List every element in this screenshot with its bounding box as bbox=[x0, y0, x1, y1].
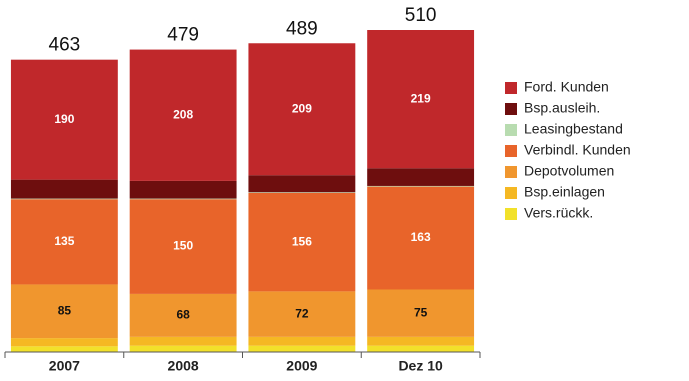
bar-segment bbox=[367, 289, 475, 337]
segment-label: 156 bbox=[292, 234, 312, 248]
bar-segment bbox=[367, 185, 475, 187]
legend-label: Bsp.ausleih. bbox=[524, 100, 600, 116]
legend-swatch bbox=[505, 187, 517, 199]
x-tick-label: 2007 bbox=[49, 358, 80, 374]
bar-segment bbox=[10, 338, 118, 347]
bar-segment bbox=[248, 192, 356, 292]
bar-segment bbox=[367, 186, 475, 290]
segment-label: 68 bbox=[176, 308, 190, 322]
x-tick-label: 2009 bbox=[286, 358, 317, 374]
total-label: 463 bbox=[49, 35, 81, 56]
segment-label: 75 bbox=[414, 305, 428, 319]
legend-label: Depotvolumen bbox=[524, 163, 614, 179]
bar-segment bbox=[248, 192, 356, 193]
legend-label: Vers.rückk. bbox=[524, 205, 593, 221]
bar-segment bbox=[248, 43, 356, 176]
bar-segment bbox=[10, 199, 118, 285]
bar-segment bbox=[10, 346, 118, 352]
legend-label: Bsp.einlagen bbox=[524, 184, 605, 200]
bar-segment bbox=[10, 284, 118, 339]
bar-segment bbox=[248, 336, 356, 346]
bar-segment bbox=[129, 49, 237, 181]
bar-segment bbox=[248, 345, 356, 352]
legend-label: Ford. Kunden bbox=[524, 79, 609, 95]
segment-label: 163 bbox=[411, 230, 431, 244]
total-label: 510 bbox=[405, 5, 437, 26]
segment-label: 135 bbox=[54, 234, 74, 248]
bar-segment bbox=[129, 336, 237, 346]
legend-swatch bbox=[505, 103, 517, 115]
bar-segment bbox=[367, 30, 475, 169]
bar-segment bbox=[248, 175, 356, 193]
legend-swatch bbox=[505, 208, 517, 220]
segment-label: 209 bbox=[292, 101, 312, 115]
bar-segment bbox=[129, 345, 237, 352]
legend-swatch bbox=[505, 124, 517, 136]
legend-label: Leasingbestand bbox=[524, 121, 623, 137]
bar-segment bbox=[10, 59, 118, 180]
bar-segment bbox=[129, 180, 237, 199]
bar-segment bbox=[367, 168, 475, 186]
segment-label: 208 bbox=[173, 107, 193, 121]
legend-swatch bbox=[505, 166, 517, 178]
x-tick-label: Dez 10 bbox=[398, 358, 443, 374]
segment-label: 219 bbox=[411, 91, 431, 105]
bar-segment bbox=[129, 293, 237, 337]
segment-label: 85 bbox=[58, 303, 72, 317]
bar-segment bbox=[367, 336, 475, 346]
bar-segment bbox=[129, 199, 237, 294]
legend-swatch bbox=[505, 145, 517, 157]
x-tick-label: 2008 bbox=[168, 358, 199, 374]
total-label: 489 bbox=[286, 18, 318, 39]
bar-segment bbox=[248, 291, 356, 337]
legend-swatch bbox=[505, 82, 517, 94]
bar-segment bbox=[129, 198, 237, 200]
bar-segment bbox=[10, 198, 118, 200]
segment-label: 190 bbox=[54, 112, 74, 126]
bar-segment bbox=[367, 345, 475, 352]
segment-label: 72 bbox=[295, 306, 309, 320]
bar-segment bbox=[10, 179, 118, 199]
legend-label: Verbindl. Kunden bbox=[524, 142, 631, 158]
total-label: 479 bbox=[167, 25, 199, 46]
segment-label: 150 bbox=[173, 239, 193, 253]
